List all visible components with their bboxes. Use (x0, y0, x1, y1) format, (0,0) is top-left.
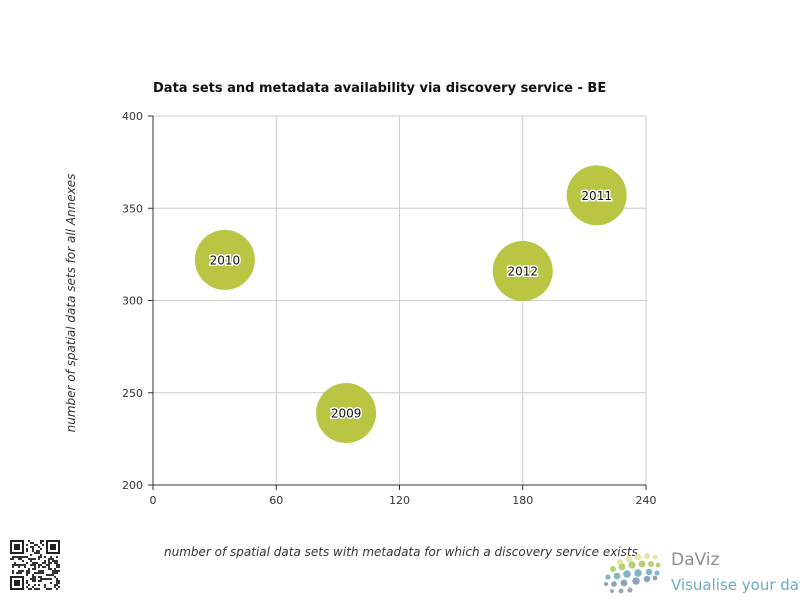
grid (153, 115, 647, 485)
y-tick-label: 400 (122, 110, 143, 123)
bubble-label: 2009 (331, 407, 362, 421)
daviz-brand-name: DaViz (671, 550, 720, 570)
x-tick-label: 240 (636, 494, 657, 507)
daviz-logo-icon (604, 553, 661, 594)
bubble[interactable] (316, 383, 377, 444)
bubble-label-halo: 2010 (210, 253, 241, 267)
x-axis-label: number of spatial data sets with metadat… (164, 545, 638, 559)
x-tick-label: 120 (389, 494, 410, 507)
y-tick-label: 350 (122, 202, 143, 215)
axes: 0 60 120 180 240 200 250 300 350 400 (122, 110, 657, 507)
y-tick-label: 300 (122, 295, 143, 308)
y-tick-label: 250 (122, 387, 143, 400)
x-tick-label: 60 (269, 494, 283, 507)
bubble[interactable] (566, 165, 627, 226)
bubble[interactable] (492, 240, 553, 301)
bubble[interactable] (194, 229, 255, 290)
chart-title: Data sets and metadata availability via … (153, 81, 607, 96)
qr-code-icon (10, 540, 60, 590)
y-tick-label: 200 (122, 479, 143, 492)
x-tick-label: 180 (512, 494, 533, 507)
y-axis-label: number of spatial data sets for all Anne… (64, 173, 78, 433)
bubble-label-halo: 2012 (507, 264, 538, 278)
daviz-tagline: Visualise your data (671, 576, 800, 594)
bubble-label: 2011 (581, 189, 612, 203)
x-tick-label: 0 (150, 494, 157, 507)
bubble-label: 2010 (210, 253, 241, 267)
bubble-label-halo: 2009 (331, 407, 362, 421)
bubble-label: 2012 (507, 264, 538, 278)
bubble-label-halo: 2011 (581, 189, 612, 203)
